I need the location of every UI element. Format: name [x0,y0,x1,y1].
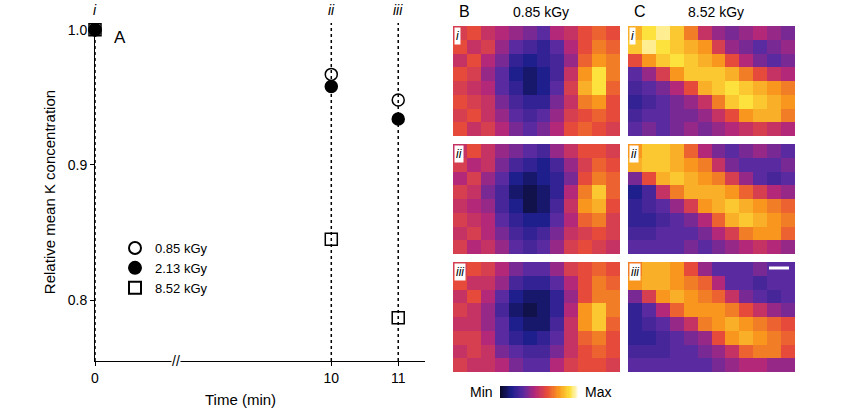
svg-text:0.8: 0.8 [68,292,88,308]
svg-text:ii: ii [328,2,335,18]
svg-text:ii: ii [631,147,637,161]
svg-text:11: 11 [391,370,406,386]
svg-text:1.0: 1.0 [68,22,88,38]
svg-text:0.85 kGy: 0.85 kGy [155,241,208,256]
svg-text://: // [172,353,180,369]
svg-text:0: 0 [91,370,99,386]
svg-text:0.85 kGy: 0.85 kGy [513,4,569,20]
svg-text:i: i [93,2,97,18]
svg-text:A: A [114,28,126,47]
svg-text:C: C [634,3,646,20]
svg-text:ii: ii [456,147,462,161]
svg-text:B: B [459,3,470,20]
svg-text:Max: Max [585,384,611,400]
svg-text:8.52 kGy: 8.52 kGy [155,281,208,296]
svg-text:iii: iii [631,265,639,279]
svg-text:Time (min): Time (min) [205,391,276,408]
svg-text:0.9: 0.9 [68,157,88,173]
svg-text:i: i [631,29,634,43]
svg-text:10: 10 [323,370,339,386]
svg-text:Min: Min [470,384,493,400]
svg-text:2.13 kGy: 2.13 kGy [155,261,208,276]
svg-text:i: i [456,29,459,43]
svg-text:Relative mean K concentration: Relative mean K concentration [41,90,58,294]
svg-text:iii: iii [393,2,403,18]
svg-text:iii: iii [456,265,464,279]
svg-text:8.52 kGy: 8.52 kGy [688,4,744,20]
